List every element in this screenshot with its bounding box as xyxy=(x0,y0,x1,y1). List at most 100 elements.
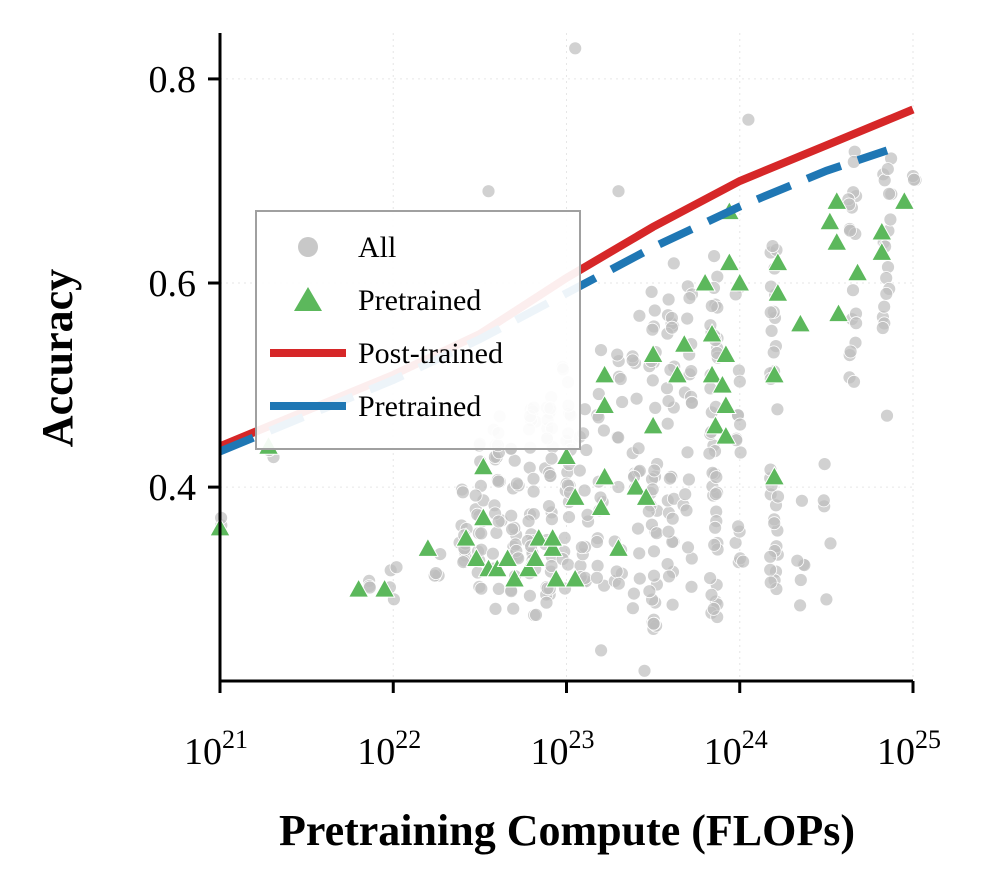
data-point-all xyxy=(632,546,647,561)
data-point-all xyxy=(647,568,661,583)
data-point-all xyxy=(609,564,624,579)
data-point-all xyxy=(703,571,717,585)
data-point-all xyxy=(764,323,779,338)
data-point-all xyxy=(594,343,608,358)
data-point-all xyxy=(575,540,589,555)
data-point-all xyxy=(645,322,660,337)
legend-label: Pretrained xyxy=(358,284,481,317)
data-point-pretrained xyxy=(715,343,737,363)
data-point-pretrained xyxy=(893,190,916,210)
data-point-all xyxy=(681,540,695,555)
y-tick-label: 0.6 xyxy=(149,263,197,305)
data-point-pretrained xyxy=(715,425,737,445)
data-point-all xyxy=(611,480,626,494)
data-point-all xyxy=(733,445,748,460)
data-point-all xyxy=(488,602,503,616)
data-point-all xyxy=(545,512,559,527)
data-point-pretrained xyxy=(642,343,664,363)
data-point-pretrained xyxy=(728,271,751,292)
data-point-pretrained xyxy=(846,261,869,282)
data-point-all xyxy=(645,373,660,388)
data-point-all xyxy=(610,347,625,362)
data-point-pretrained xyxy=(704,414,727,435)
data-point-all xyxy=(543,469,558,483)
data-point-pretrained xyxy=(593,363,616,384)
data-point-pretrained xyxy=(825,190,848,210)
x-tick-label: 1024 xyxy=(704,725,768,773)
data-point-all xyxy=(590,558,605,573)
data-point-all xyxy=(771,489,785,504)
data-point-all xyxy=(629,391,644,406)
grid xyxy=(219,33,914,681)
data-point-pretrained xyxy=(373,578,396,598)
data-point-all xyxy=(709,470,724,485)
x-tick-label: 1021 xyxy=(184,725,248,773)
data-point-all xyxy=(666,256,681,271)
data-point-all xyxy=(660,557,675,571)
data-point-all xyxy=(611,184,626,199)
data-point-pretrained xyxy=(503,567,526,588)
data-point-all xyxy=(665,511,680,526)
data-point-pretrained xyxy=(347,578,370,598)
data-point-all xyxy=(647,463,662,478)
data-point-all xyxy=(626,601,640,616)
data-point-all xyxy=(590,535,604,549)
data-point-pretrained xyxy=(486,557,509,578)
data-point-all xyxy=(613,372,628,386)
data-point-all xyxy=(665,320,679,335)
axes: 0.4 0.6 0.8 1021 1022 1023 1024 1025 xyxy=(149,33,941,773)
data-point-all xyxy=(491,514,506,529)
data-point-all xyxy=(706,602,721,616)
data-point-pretrained xyxy=(711,374,734,394)
data-point-all xyxy=(474,526,489,541)
data-point-all xyxy=(542,499,556,514)
data-point-pretrained xyxy=(564,486,587,506)
data-point-all xyxy=(526,471,541,486)
data-point-pretrained xyxy=(524,547,547,568)
data-point-all xyxy=(625,353,640,368)
data-point-pretrained xyxy=(527,527,550,547)
y-tick-label: 0.8 xyxy=(149,59,197,101)
data-point-pretrained xyxy=(545,567,567,588)
data-point-pretrained xyxy=(593,394,616,414)
data-point-all xyxy=(880,408,894,423)
data-point-all xyxy=(795,493,809,508)
data-point-all xyxy=(879,286,894,301)
data-point-pretrained xyxy=(555,445,578,465)
legend-marker-pretrained xyxy=(294,287,322,311)
legend-label: All xyxy=(358,231,396,264)
x-tick-label: 1023 xyxy=(531,725,595,773)
data-point-all xyxy=(529,608,543,622)
data-point-all xyxy=(847,374,861,389)
data-point-all xyxy=(637,663,652,678)
data-point-all xyxy=(539,595,554,610)
data-point-all xyxy=(631,441,646,456)
data-point-all xyxy=(611,576,626,591)
data-point-pretrained xyxy=(465,547,488,568)
legend-label: Pretrained xyxy=(358,390,481,423)
data-point-all xyxy=(763,305,778,320)
data-point-all xyxy=(481,184,496,199)
data-point-pretrained xyxy=(870,241,893,261)
data-point-all xyxy=(765,239,780,254)
data-point-pretrained xyxy=(827,302,850,323)
data-point-pretrained xyxy=(455,527,477,547)
x-tick-label: 1025 xyxy=(877,725,941,773)
data-point-all xyxy=(790,553,805,568)
data-point-all xyxy=(767,516,782,531)
legend-label: Post-trained xyxy=(358,337,503,370)
data-point-all xyxy=(882,186,896,201)
data-point-all xyxy=(647,303,662,318)
data-point-all xyxy=(474,581,489,596)
data-point-all xyxy=(702,446,717,461)
data-point-all xyxy=(660,381,674,396)
data-point-all xyxy=(646,616,661,631)
data-point-all xyxy=(707,538,722,552)
data-point-all xyxy=(504,508,519,523)
data-point-pretrained xyxy=(541,537,564,557)
data-point-all xyxy=(590,570,604,585)
data-point-all xyxy=(849,316,863,331)
data-point-pretrained xyxy=(718,251,741,272)
data-point-all xyxy=(817,457,832,472)
